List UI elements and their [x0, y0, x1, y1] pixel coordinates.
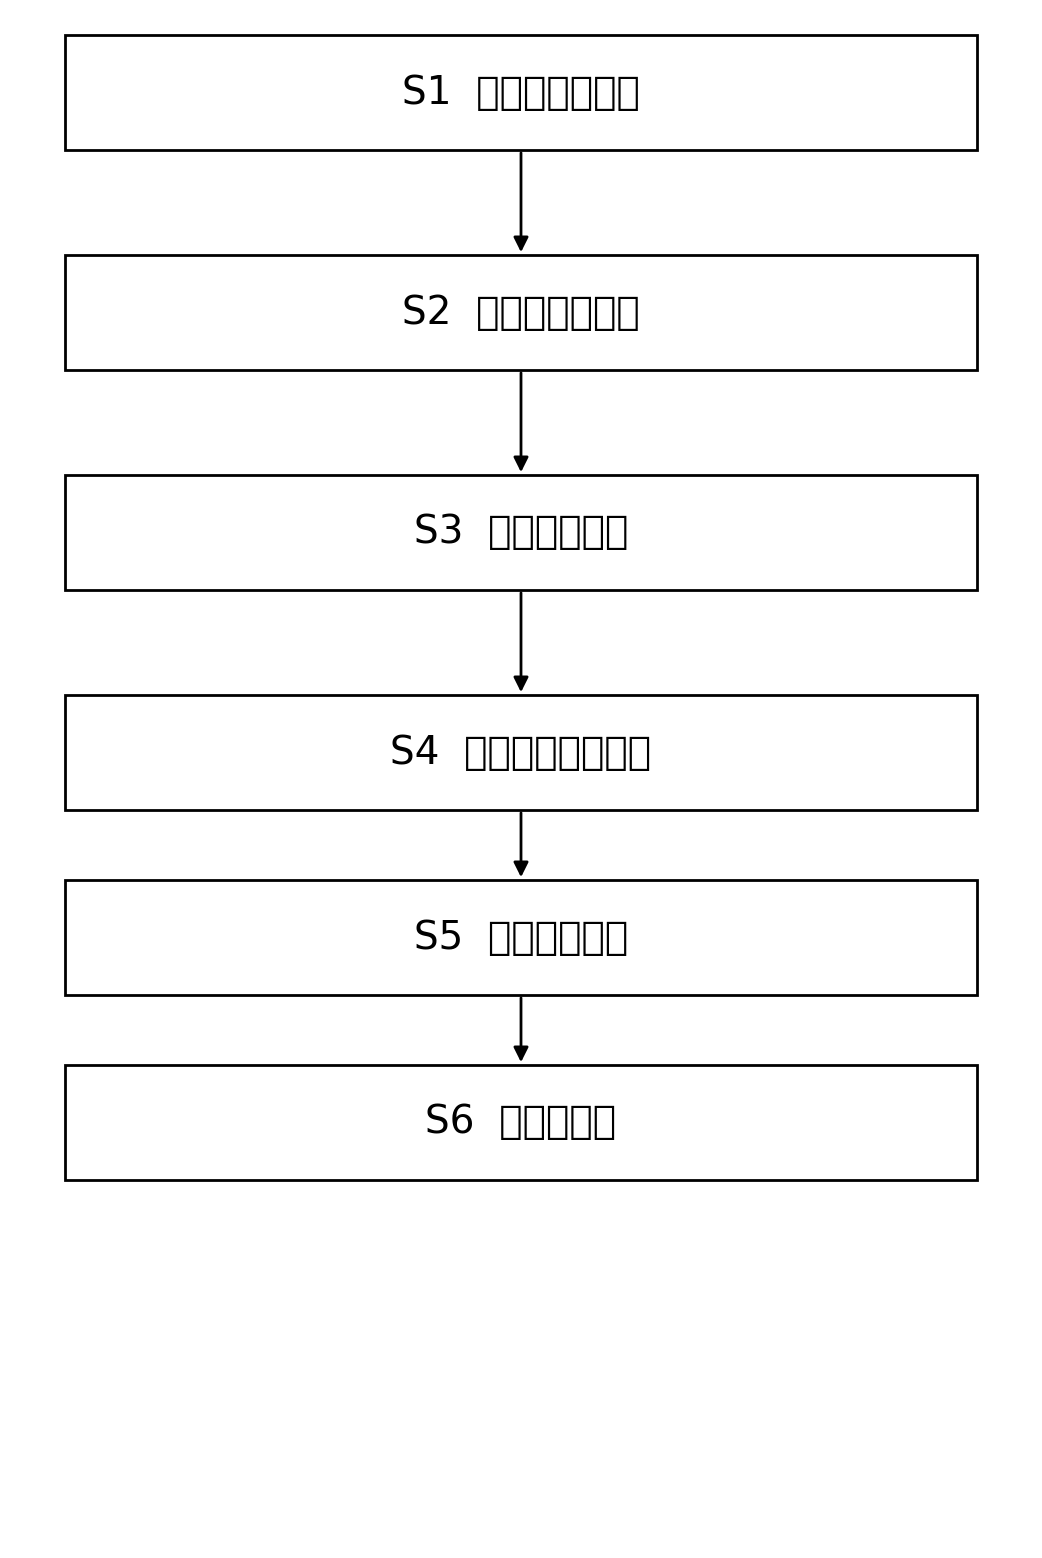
- Text: S5  组合阵列测角: S5 组合阵列测角: [414, 919, 628, 957]
- Bar: [65, 475, 977, 590]
- Text: S6  解模糊处理: S6 解模糊处理: [425, 1103, 617, 1142]
- Text: S2  子阵级波束形成: S2 子阵级波束形成: [402, 293, 640, 332]
- Bar: [65, 880, 977, 996]
- Bar: [65, 256, 977, 369]
- Text: S4  组合阵列波束形成: S4 组合阵列波束形成: [391, 734, 651, 771]
- Text: S1  阵元级波束形成: S1 阵元级波束形成: [402, 73, 640, 112]
- Bar: [65, 34, 977, 150]
- Text: S3  模糊角度估计: S3 模糊角度估计: [414, 514, 628, 552]
- Bar: [65, 695, 977, 810]
- Bar: [65, 1066, 977, 1179]
